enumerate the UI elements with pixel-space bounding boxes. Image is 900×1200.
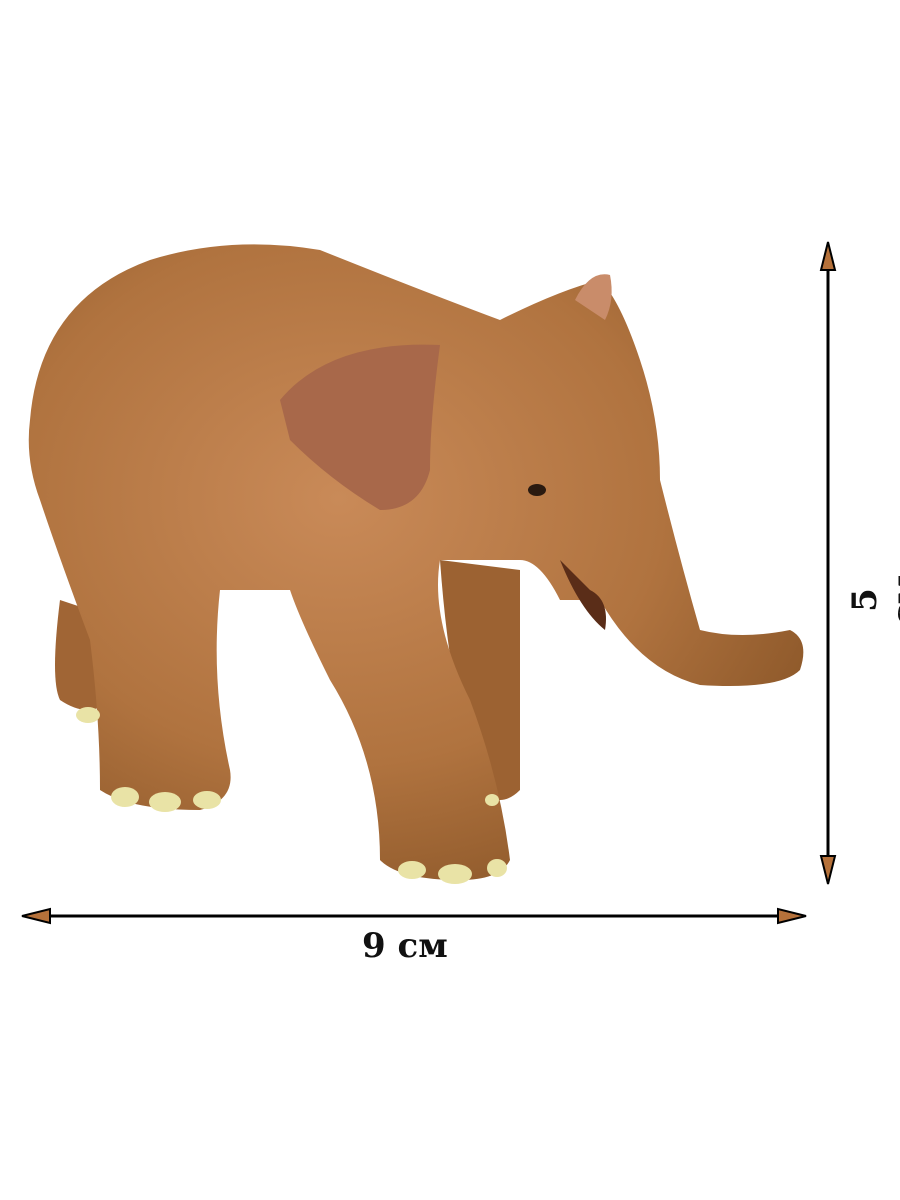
arrowhead-left	[21, 907, 51, 925]
arrowhead-top	[819, 241, 837, 271]
arrowhead-right	[777, 907, 807, 925]
arrowhead-bottom	[819, 855, 837, 885]
height-label: 5 см	[845, 574, 900, 626]
height-dimension-arrow	[819, 241, 837, 885]
elephant-figurine	[28, 244, 804, 884]
width-dimension-arrow	[21, 907, 807, 925]
width-label: 9 см	[362, 926, 448, 966]
